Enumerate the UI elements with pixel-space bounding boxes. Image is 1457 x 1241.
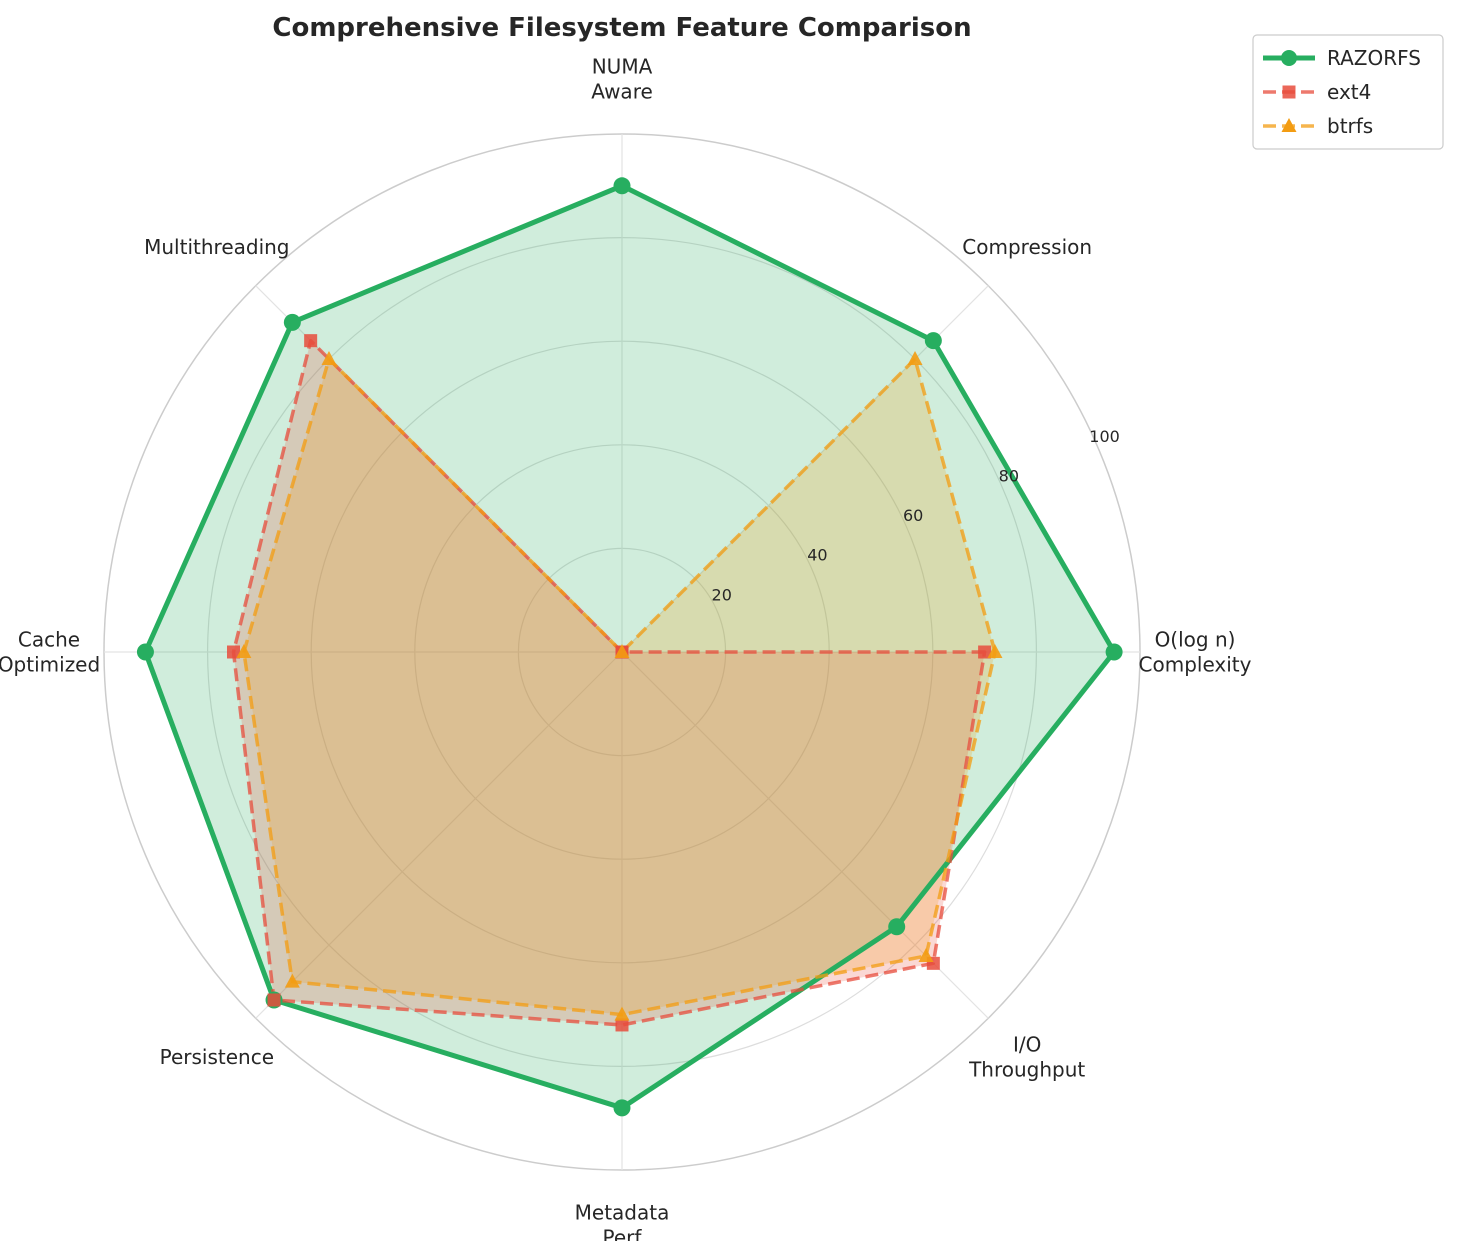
series-markers <box>136 177 1123 1117</box>
axis-label: Perf <box>603 1226 643 1241</box>
tick-label: 60 <box>903 506 923 525</box>
legend-marker <box>1281 50 1297 66</box>
series-fill-btrfs <box>243 359 995 1015</box>
data-point-btrfs <box>918 948 934 963</box>
data-point-ext4 <box>615 1018 629 1032</box>
data-point-btrfs <box>614 1006 630 1021</box>
axis-label: Throughput <box>968 1058 1085 1082</box>
legend-label-RAZORFS: RAZORFS <box>1327 46 1421 70</box>
tick-label: 80 <box>999 466 1019 485</box>
legend-marker <box>1282 85 1296 99</box>
legend-label-ext4: ext4 <box>1327 80 1371 104</box>
tick-label: 20 <box>712 585 732 604</box>
axis-label: O(log n) <box>1155 628 1236 652</box>
data-point-ext4 <box>227 645 240 659</box>
tick-label: 40 <box>807 546 827 565</box>
series-line-ext4 <box>231 338 987 1027</box>
data-point-btrfs <box>284 973 300 988</box>
data-point-RAZORFS <box>1105 643 1123 661</box>
data-point-RAZORFS <box>888 918 906 936</box>
axis-label: Multithreading <box>144 235 289 259</box>
data-point-btrfs <box>236 644 252 658</box>
data-point-btrfs <box>321 350 337 365</box>
data-point-RAZORFS <box>283 313 301 331</box>
chart-title: Comprehensive Filesystem Feature Compari… <box>272 13 971 43</box>
axis-label: Aware <box>591 80 653 104</box>
data-point-btrfs <box>614 644 630 658</box>
legend: RAZORFS ext4 btrfs <box>1252 34 1444 150</box>
axis-label: I/O <box>1013 1033 1041 1057</box>
axis-label: NUMA <box>592 55 653 79</box>
axis-label: Cache <box>18 628 80 652</box>
axis-label: Optimized <box>0 653 100 677</box>
data-point-RAZORFS <box>136 643 154 661</box>
data-point-btrfs <box>987 644 1003 658</box>
data-point-RAZORFS <box>613 1099 631 1117</box>
data-point-ext4 <box>304 334 318 348</box>
data-point-ext4 <box>978 645 992 659</box>
axis-label: Compression <box>962 235 1092 259</box>
data-point-RAZORFS <box>924 332 942 350</box>
legend-marker <box>1281 118 1297 132</box>
tick-label: 100 <box>1089 427 1120 446</box>
axis-label: Complexity <box>1139 653 1252 677</box>
grid-spoke <box>255 651 623 1019</box>
legend-box <box>1252 34 1444 150</box>
radial-tick-labels: 20 40 60 80 100 <box>712 427 1120 605</box>
series-fill-ext4 <box>233 340 985 1025</box>
data-point-RAZORFS <box>613 177 631 195</box>
axis-label: Metadata <box>575 1201 670 1225</box>
axis-label: Persistence <box>160 1045 274 1069</box>
legend-label-btrfs: btrfs <box>1327 114 1373 138</box>
data-point-btrfs <box>907 350 923 365</box>
data-point-ext4 <box>267 993 281 1007</box>
